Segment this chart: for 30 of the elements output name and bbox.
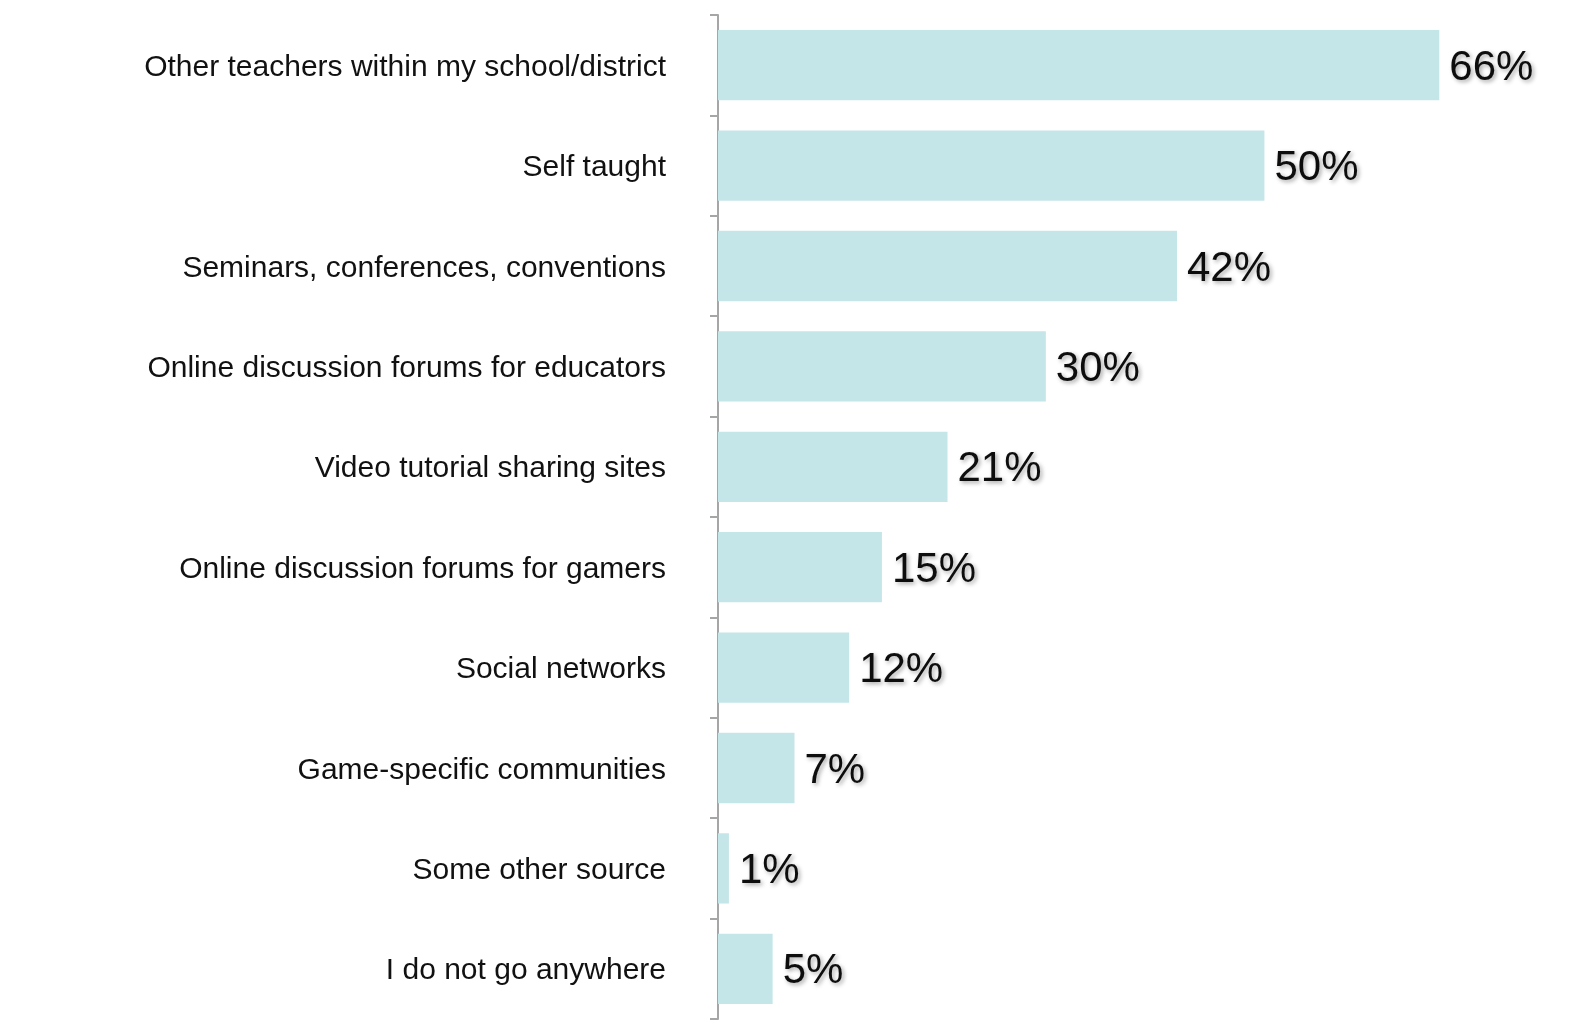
data-label: 12% <box>859 644 944 692</box>
y-tick-label: I do not go anywhere <box>385 952 666 986</box>
bar <box>718 933 773 1004</box>
bar <box>718 833 729 904</box>
bar <box>718 30 1440 101</box>
y-tick-label: Self taught <box>522 149 667 183</box>
data-label: 21% <box>957 443 1042 491</box>
data-label: 15% <box>891 543 976 591</box>
y-tick-label: Online discussion forums for gamers <box>179 550 666 584</box>
y-tick-label: Game-specific communities <box>297 751 666 785</box>
bar <box>718 532 882 603</box>
data-label: 5% <box>782 945 844 993</box>
data-label: 42% <box>1187 242 1272 290</box>
data-label: 7% <box>804 744 866 792</box>
y-tick-label: Seminars, conferences, conventions <box>182 249 666 283</box>
bar <box>718 230 1177 302</box>
bar <box>718 431 948 502</box>
bar <box>718 331 1046 402</box>
data-label: 66% <box>1449 41 1534 89</box>
data-label: 50% <box>1274 142 1359 190</box>
bar <box>718 130 1265 201</box>
y-tick-label: Online discussion forums for educators <box>147 349 666 383</box>
data-label: 30% <box>1055 342 1140 390</box>
y-tick-label: Video tutorial sharing sites <box>314 450 666 484</box>
y-tick-label: Other teachers within my school/district <box>144 48 667 82</box>
data-label: 1% <box>738 844 800 892</box>
bar <box>718 732 795 804</box>
y-tick-label: Social networks <box>455 651 666 685</box>
bar <box>718 632 850 703</box>
y-tick-label: Some other source <box>412 851 666 885</box>
